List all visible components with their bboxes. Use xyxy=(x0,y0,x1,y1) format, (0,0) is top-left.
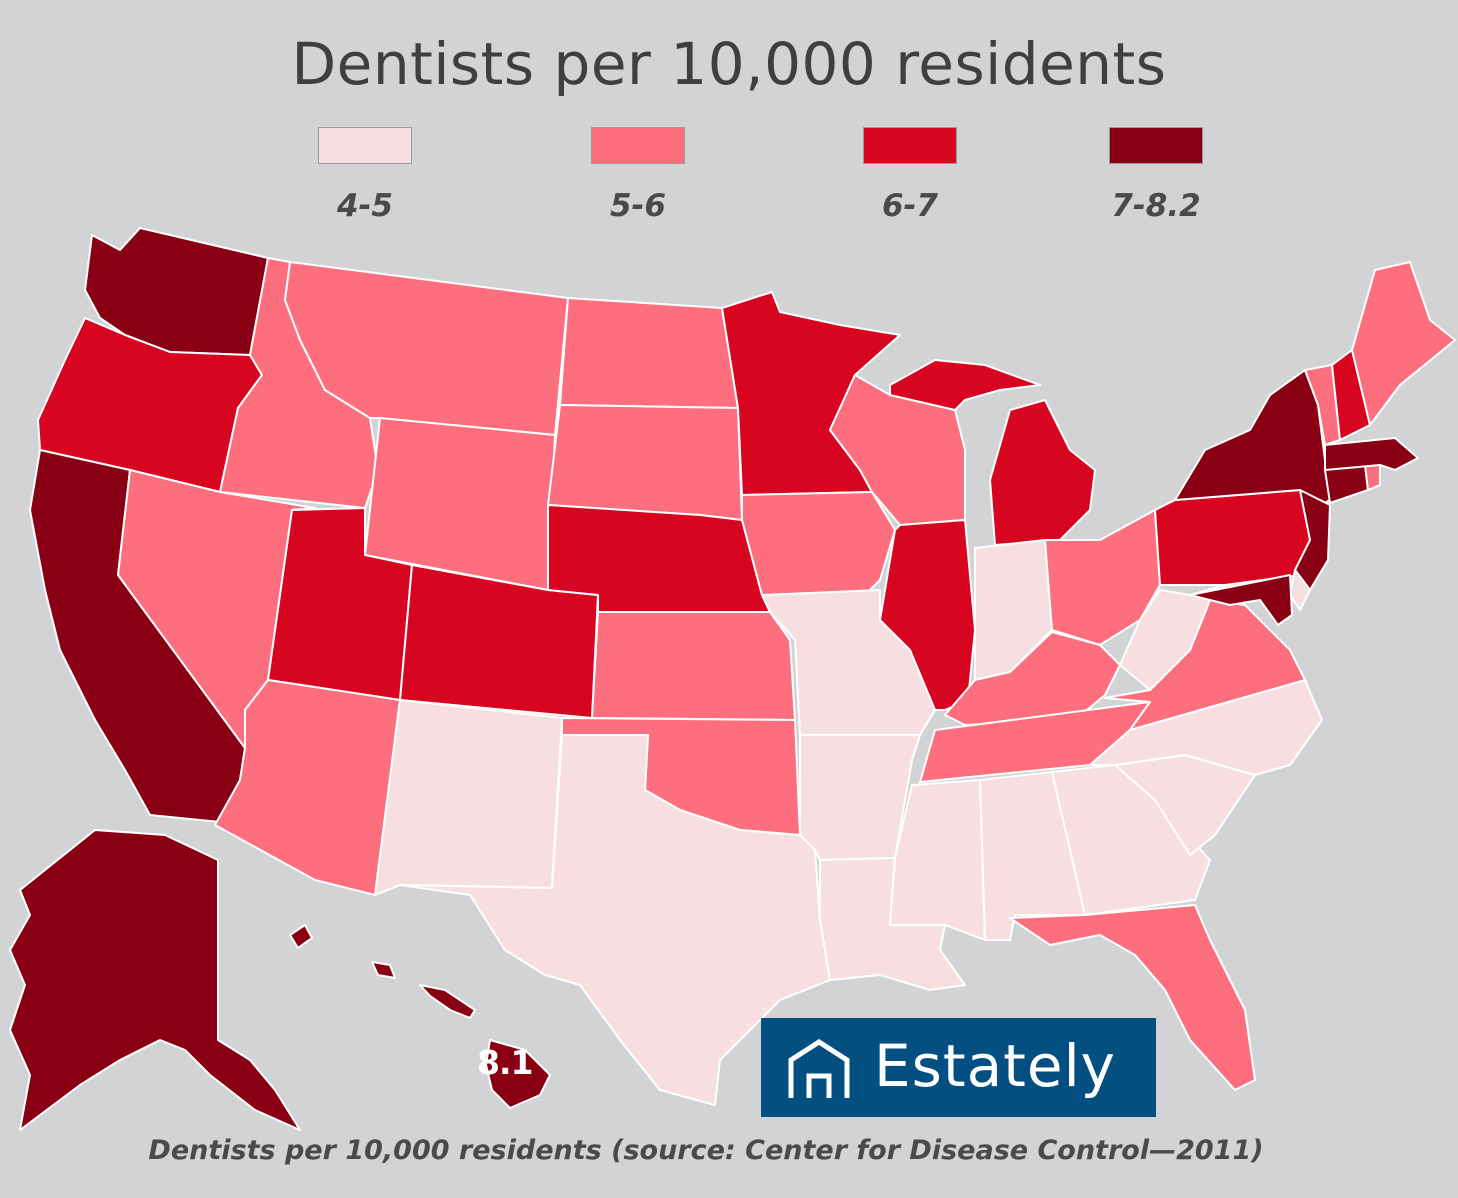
legend-label-6-7: 6-7 xyxy=(881,188,938,224)
legend-swatch-6-7 xyxy=(863,127,957,164)
state-MD xyxy=(1189,574,1293,626)
state-OH xyxy=(1044,509,1161,646)
state-SD xyxy=(547,404,743,521)
state-IA xyxy=(741,491,896,596)
map-title: Dentists per 10,000 residents xyxy=(291,30,1167,98)
state-CT xyxy=(1324,464,1369,504)
legend-swatch-7-8-2 xyxy=(1109,127,1203,164)
state-MA xyxy=(1324,437,1419,471)
state-FL xyxy=(1009,904,1256,1091)
state-MI xyxy=(989,399,1096,546)
legend-label-5-6: 5-6 xyxy=(609,188,666,224)
state-RI xyxy=(1364,464,1381,491)
legend-swatch-5-6 xyxy=(591,127,685,164)
hawaii-value-label: 8.1 xyxy=(477,1043,533,1082)
source-caption: Dentists per 10,000 residents (source: C… xyxy=(148,1135,1264,1166)
state-HI-maui-group xyxy=(419,984,476,1019)
state-DE xyxy=(1289,569,1311,611)
state-TX xyxy=(399,734,831,1106)
state-ME xyxy=(1351,261,1456,426)
house-icon xyxy=(788,1039,850,1098)
state-MO xyxy=(761,589,936,736)
estately-logo: Estately xyxy=(761,1018,1156,1117)
state-VT xyxy=(1304,364,1341,446)
legend-label-4-5: 4-5 xyxy=(336,188,393,224)
state-KS xyxy=(591,611,796,721)
state-HI-big-island xyxy=(485,1039,551,1109)
state-HI-oahu xyxy=(371,961,396,979)
state-PA xyxy=(1154,489,1313,586)
state-AK xyxy=(9,829,301,1131)
logo-text: Estately xyxy=(874,1032,1117,1100)
legend-label-7-8-2: 7-8.2 xyxy=(1111,188,1201,224)
state-ND xyxy=(559,297,739,409)
state-IL xyxy=(879,519,976,711)
state-HI-kauai xyxy=(289,924,313,949)
state-NM xyxy=(374,699,563,896)
legend-swatch-4-5 xyxy=(318,127,412,164)
state-NY xyxy=(1174,369,1331,511)
state-MI-upper xyxy=(889,359,1041,411)
